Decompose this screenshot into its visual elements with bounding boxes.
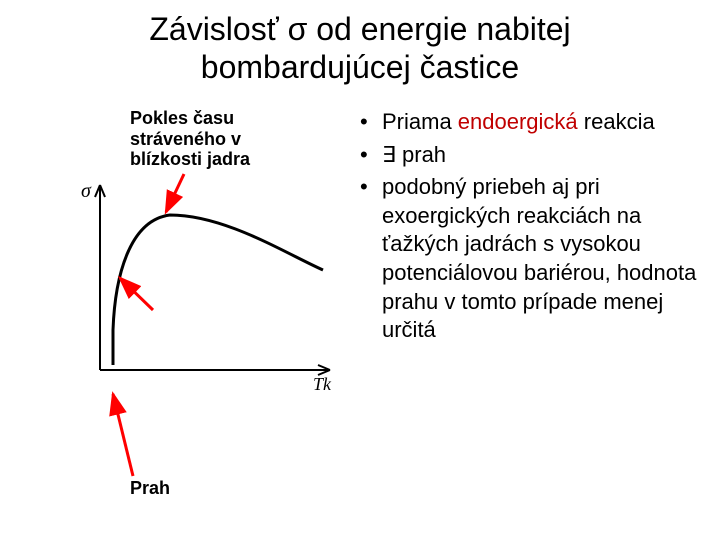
bullet-1: Priama endoergická reakcia (360, 108, 700, 137)
bullet-2: ∃ prah (360, 141, 700, 170)
annotation-pokles: Pokles času stráveného v blízkosti jadra (130, 108, 250, 170)
y-axis-label: σ (81, 180, 92, 202)
annotation-prah: Prah (130, 478, 170, 499)
bullet-1-red: endoergická (458, 109, 578, 134)
title-line-2: bombardujúcej častice (201, 49, 519, 85)
slide-title: Závislosť σ od energie nabitej bombarduj… (0, 0, 720, 87)
title-line-1: Závislosť σ od energie nabitej (149, 11, 570, 47)
sigma-energy-chart: σ Tk (75, 175, 345, 405)
x-axis-label: Tk (313, 374, 332, 394)
bullet-3: podobný priebeh aj pri exoergických reak… (360, 173, 700, 345)
arrow-prah (113, 394, 133, 476)
bullet-list: Priama endoergická reakcia ∃ prah podobn… (360, 108, 700, 349)
